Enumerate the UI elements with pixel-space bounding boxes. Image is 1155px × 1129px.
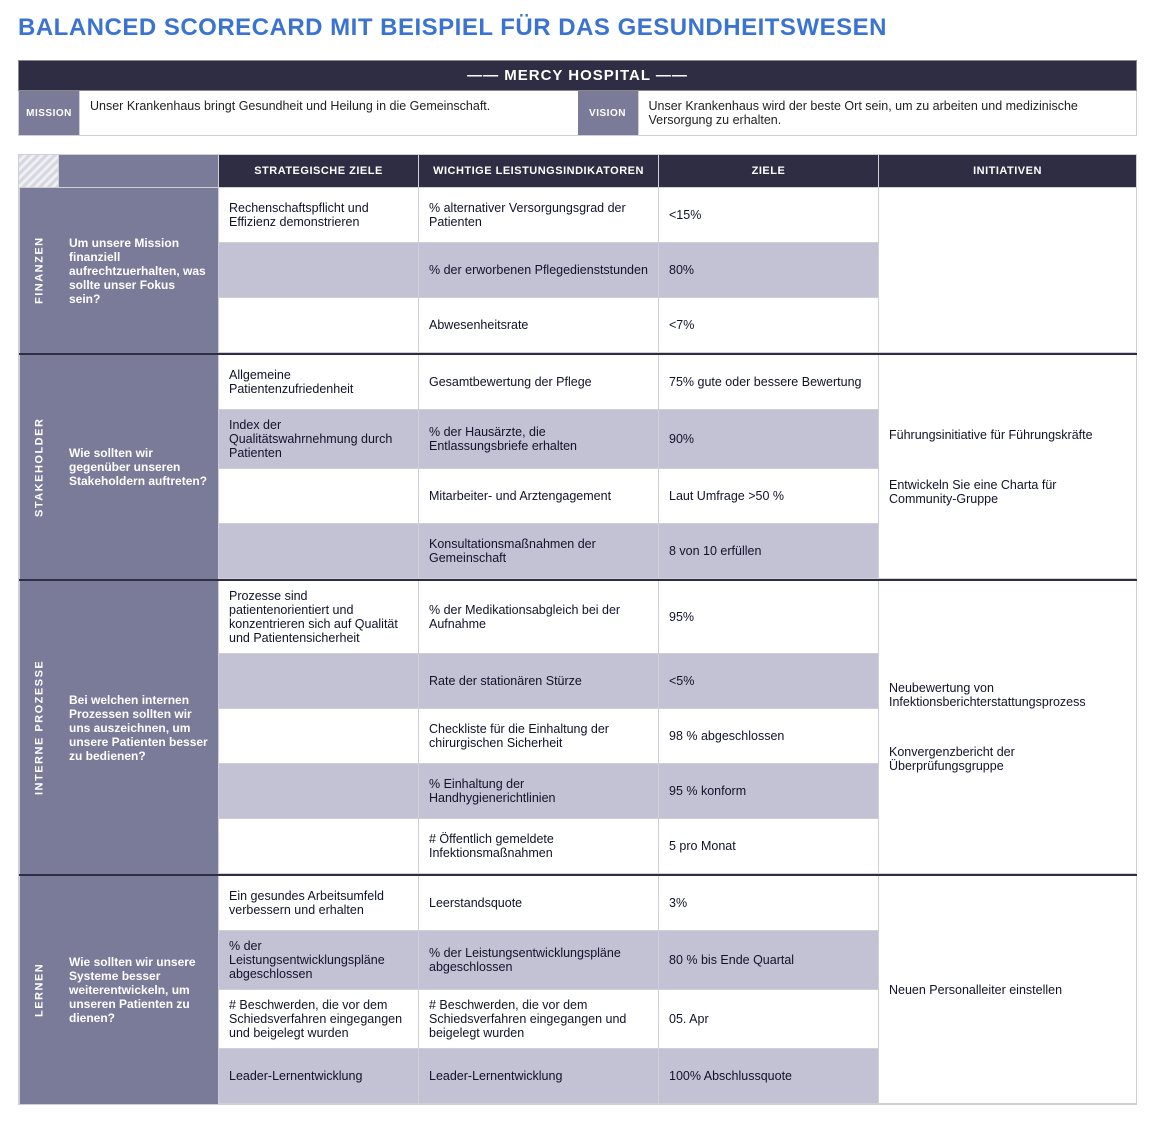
cell-kpi: % der erworbenen Pflegedienststunden [419, 243, 659, 298]
initiative-item: Konvergenzbericht der Überprüfungsgruppe [889, 745, 1126, 773]
section-tab: STAKEHOLDER [19, 355, 59, 579]
vision-label: VISION [578, 91, 638, 135]
cell-target: 80 % bis Ende Quartal [659, 931, 879, 990]
vision-text: Unser Krankenhaus wird der beste Ort sei… [638, 91, 1137, 135]
cell-target: <7% [659, 298, 879, 353]
table-header-row: STRATEGISCHE ZIELE WICHTIGE LEISTUNGSIND… [19, 155, 1137, 188]
cell-target: 5 pro Monat [659, 819, 879, 874]
scorecard-table: STRATEGISCHE ZIELE WICHTIGE LEISTUNGSIND… [18, 154, 1137, 1105]
section-lernen: LERNENWie sollten wir unsere Systeme bes… [19, 876, 1137, 1105]
cell-goal: Prozesse sind patientenorientiert und ko… [219, 581, 419, 654]
cell-kpi: # Beschwerden, die vor dem Schiedsverfah… [419, 990, 659, 1049]
header-corner [19, 155, 59, 188]
cell-kpi: % Einhaltung der Handhygienerichtlinien [419, 764, 659, 819]
section-finanzen: FINANZENUm unsere Mission finanziell auf… [19, 188, 1137, 355]
org-banner: —— MERCY HOSPITAL —— [18, 60, 1137, 91]
cell-target: 80% [659, 243, 879, 298]
cell-kpi: Gesamtbewertung der Pflege [419, 355, 659, 410]
cell-goal: # Beschwerden, die vor dem Schiedsverfah… [219, 990, 419, 1049]
page-title: BALANCED SCORECARD MIT BEISPIEL FÜR DAS … [18, 14, 1137, 42]
cell-target: <15% [659, 188, 879, 243]
cell-goal [219, 654, 419, 709]
cell-goal [219, 819, 419, 874]
cell-target: 8 von 10 erfüllen [659, 524, 879, 579]
cell-kpi: % alternativer Versorgungsgrad der Patie… [419, 188, 659, 243]
initiative-item: Führungsinitiative für Führungskräfte [889, 428, 1126, 442]
cell-kpi: % der Hausärzte, die Entlassungsbriefe e… [419, 410, 659, 469]
cell-target: 90% [659, 410, 879, 469]
cell-target: 100% Abschlussquote [659, 1049, 879, 1104]
initiatives-cell: Führungsinitiative für Führungskräfte Ent… [879, 355, 1137, 579]
section-question: Wie sollten wir gegenüber unseren Stakeh… [59, 355, 219, 579]
cell-goal: Ein gesundes Arbeitsumfeld verbessern un… [219, 876, 419, 931]
section-tab: FINANZEN [19, 188, 59, 353]
cell-target: 95% [659, 581, 879, 654]
cell-goal [219, 764, 419, 819]
initiatives-cell: Neuen Personalleiter einstellen [879, 876, 1137, 1104]
mission-vision-row: MISSION Unser Krankenhaus bringt Gesundh… [18, 91, 1137, 136]
section-stakeholder: STAKEHOLDERWie sollten wir gegenüber uns… [19, 355, 1137, 581]
cell-target: <5% [659, 654, 879, 709]
cell-kpi: Leerstandsquote [419, 876, 659, 931]
cell-target: 75% gute oder bessere Bewertung [659, 355, 879, 410]
cell-kpi: % der Leistungsentwicklungspläne abgesch… [419, 931, 659, 990]
section-interne-prozesse: INTERNE PROZESSEBei welchen internen Pro… [19, 581, 1137, 876]
col-targets: ZIELE [659, 155, 879, 188]
cell-goal [219, 524, 419, 579]
cell-kpi: Checkliste für die Einhaltung der chirur… [419, 709, 659, 764]
section-question: Wie sollten wir unsere Systeme besser we… [59, 876, 219, 1104]
cell-goal [219, 298, 419, 353]
col-initiatives: INITIATIVEN [879, 155, 1137, 188]
cell-kpi: Leader-Lernentwicklung [419, 1049, 659, 1104]
cell-kpi: Mitarbeiter- und Arztengagement [419, 469, 659, 524]
col-goals: STRATEGISCHE ZIELE [219, 155, 419, 188]
cell-goal: % der Leistungsentwicklungspläne abgesch… [219, 931, 419, 990]
initiative-item: Entwickeln Sie eine Charta für Community… [889, 478, 1126, 506]
cell-kpi: % der Medikationsabgleich bei der Aufnah… [419, 581, 659, 654]
cell-kpi: # Öffentlich gemeldete Infektionsmaßnahm… [419, 819, 659, 874]
cell-goal [219, 469, 419, 524]
header-question-blank [59, 155, 219, 188]
mission-text: Unser Krankenhaus bringt Gesundheit und … [79, 91, 578, 135]
cell-goal: Allgemeine Patientenzufriedenheit [219, 355, 419, 410]
cell-goal [219, 709, 419, 764]
cell-goal: Rechenschaftspflicht und Effizienz demon… [219, 188, 419, 243]
section-tab: INTERNE PROZESSE [19, 581, 59, 874]
cell-target: 95 % konform [659, 764, 879, 819]
cell-goal: Leader-Lernentwicklung [219, 1049, 419, 1104]
cell-target: 3% [659, 876, 879, 931]
cell-kpi: Abwesenheitsrate [419, 298, 659, 353]
cell-target: Laut Umfrage >50 % [659, 469, 879, 524]
mission-label: MISSION [19, 91, 79, 135]
cell-target: 05. Apr [659, 990, 879, 1049]
cell-kpi: Konsultationsmaßnahmen der Gemeinschaft [419, 524, 659, 579]
section-question: Um unsere Mission finanziell aufrechtzue… [59, 188, 219, 353]
initiative-item: Neuen Personalleiter einstellen [889, 983, 1126, 997]
cell-goal: Index der Qualitätswahrnehmung durch Pat… [219, 410, 419, 469]
section-question: Bei welchen internen Prozessen sollten w… [59, 581, 219, 874]
initiative-item: Neubewertung von Infektionsberichterstat… [889, 681, 1126, 709]
section-tab: LERNEN [19, 876, 59, 1104]
col-kpi: WICHTIGE LEISTUNGSINDIKATOREN [419, 155, 659, 188]
cell-target: 98 % abgeschlossen [659, 709, 879, 764]
cell-kpi: Rate der stationären Stürze [419, 654, 659, 709]
initiatives-cell [879, 188, 1137, 353]
cell-goal [219, 243, 419, 298]
initiatives-cell: Neubewertung von Infektionsberichterstat… [879, 581, 1137, 874]
